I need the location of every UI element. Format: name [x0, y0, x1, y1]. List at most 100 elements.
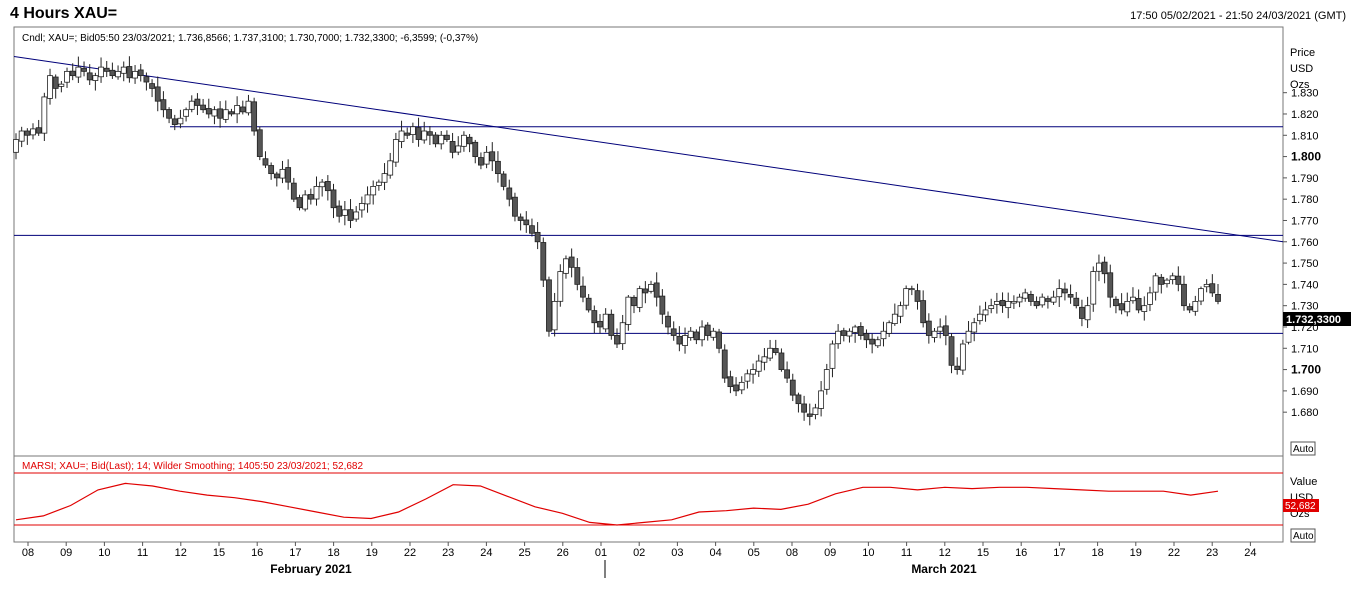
candle-body — [1203, 283, 1210, 288]
candle-body — [976, 313, 983, 322]
candle-body — [194, 98, 201, 106]
candle-body — [937, 326, 944, 332]
candle-body — [489, 151, 496, 162]
candle-body — [1050, 296, 1057, 303]
candle-body — [1130, 296, 1136, 302]
x-month-label: February 2021 — [270, 562, 352, 576]
y-tick-label: 1.740 — [1291, 279, 1319, 291]
price-axis-header-currency: USD — [1290, 63, 1313, 75]
candle-body — [370, 185, 377, 196]
x-day-label: 03 — [671, 547, 683, 559]
y-tick-label: 1.780 — [1291, 194, 1319, 206]
candle-body — [1073, 297, 1080, 307]
candle-body — [863, 333, 870, 341]
candle-body — [1118, 303, 1125, 311]
x-day-label: 18 — [1091, 547, 1103, 559]
candle-body — [619, 322, 626, 345]
candle-body — [239, 106, 246, 113]
candle-body — [478, 157, 484, 166]
candle-body — [931, 330, 938, 338]
candle-body — [665, 315, 671, 328]
candle-body — [523, 219, 530, 226]
candle-body — [608, 313, 615, 336]
candle-body — [47, 75, 53, 99]
y-tick-label: 1.710 — [1291, 343, 1319, 355]
candle-body — [710, 330, 717, 338]
candle-body — [546, 279, 552, 332]
y-tick-label: 1.680 — [1291, 407, 1319, 419]
candle-body — [704, 324, 711, 336]
price-axis-header-price: Price — [1290, 47, 1315, 59]
candle-body — [795, 394, 802, 405]
x-day-label: 18 — [327, 547, 339, 559]
y-tick-label: 1.750 — [1291, 258, 1319, 270]
candle-body — [540, 242, 547, 281]
candle-body — [41, 96, 48, 134]
candle-body — [721, 349, 728, 379]
price-overlay-lines — [13, 55, 1284, 334]
candle-body — [676, 335, 683, 345]
candle-body — [336, 205, 343, 217]
x-day-label: 10 — [862, 547, 874, 559]
candle-body — [160, 99, 167, 111]
candle-body — [154, 86, 161, 102]
last-price-badge — [1283, 312, 1351, 326]
candle-body — [965, 330, 972, 343]
candle-body — [818, 390, 825, 409]
candle-body — [948, 336, 955, 366]
candle-body — [574, 267, 581, 285]
chart-title: 4 Hours XAU= — [10, 5, 118, 22]
last-rsi-label: 52,682 — [1285, 501, 1316, 512]
candle-body — [217, 108, 224, 119]
candle-body — [1124, 301, 1131, 313]
last-price-label: 1.732,3300 — [1286, 314, 1341, 326]
y-tick-label: 1.690 — [1291, 386, 1319, 398]
candle-body — [228, 111, 235, 115]
rsi-info-label: MARSI; XAU=; Bid(Last); 14; Wilder Smoot… — [22, 461, 363, 472]
candle-body — [313, 185, 320, 200]
candle-body — [1062, 288, 1068, 294]
candles-series — [13, 56, 1221, 426]
x-day-label: 22 — [1168, 547, 1180, 559]
candle-body — [364, 194, 371, 205]
price-auto-button[interactable] — [1290, 441, 1316, 456]
candle-body — [954, 365, 961, 370]
candle-body — [602, 313, 609, 330]
candle-body — [18, 130, 25, 142]
y-tick-label: 1.790 — [1291, 173, 1319, 185]
resistance-trendline — [13, 55, 1284, 243]
candle-body — [733, 384, 739, 392]
candle-body — [529, 225, 535, 234]
candle-body — [358, 203, 365, 211]
x-day-label: 24 — [480, 547, 492, 559]
candle-body — [846, 330, 853, 337]
candle-body — [115, 70, 121, 78]
candle-body — [341, 209, 348, 216]
x-day-label: 08 — [22, 547, 34, 559]
candle-body — [86, 72, 93, 81]
candle-body — [1010, 301, 1017, 304]
candle-body — [1101, 261, 1108, 275]
candle-body — [852, 326, 859, 333]
candle-body — [13, 139, 19, 153]
x-day-label: 11 — [137, 547, 148, 559]
price-panel-frame — [13, 26, 1284, 457]
candle-body — [205, 108, 212, 115]
candle-body — [1152, 275, 1159, 293]
candle-body — [149, 83, 155, 89]
candle-body — [1022, 292, 1029, 299]
x-day-label: 11 — [901, 547, 912, 559]
candle-body — [1039, 296, 1046, 306]
candle-body — [166, 109, 172, 119]
x-day-label: 02 — [633, 547, 645, 559]
candle-body — [1005, 301, 1012, 309]
rsi-line — [15, 482, 1219, 526]
candle-body — [472, 141, 479, 157]
rsi-auto-button[interactable] — [1290, 528, 1316, 543]
candle-body — [432, 134, 439, 145]
candle-body — [693, 331, 700, 341]
candle-body — [222, 109, 229, 120]
candle-body — [1181, 283, 1187, 307]
x-day-label: 22 — [404, 547, 416, 559]
